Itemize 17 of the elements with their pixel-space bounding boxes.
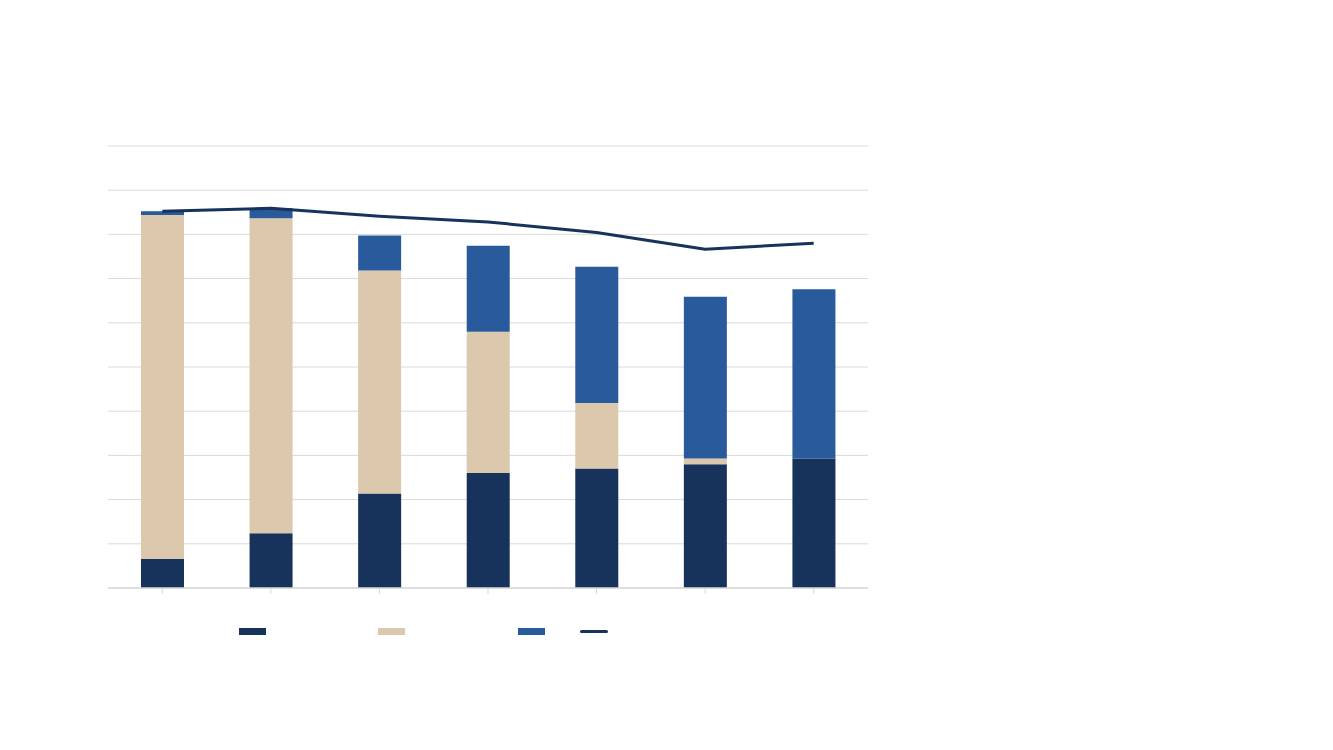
bar	[683, 296, 727, 459]
bar	[358, 235, 402, 271]
bar	[249, 533, 293, 588]
bar	[249, 218, 293, 534]
bar	[141, 558, 184, 588]
bar	[575, 403, 619, 469]
bar	[466, 245, 510, 332]
bar	[466, 331, 510, 473]
bar	[683, 464, 727, 588]
bar	[575, 468, 619, 588]
bar	[358, 270, 402, 494]
bar	[358, 493, 402, 588]
bar	[792, 458, 836, 588]
bar	[141, 215, 184, 559]
bar	[466, 472, 510, 588]
bar	[575, 266, 619, 404]
bar	[792, 289, 836, 459]
